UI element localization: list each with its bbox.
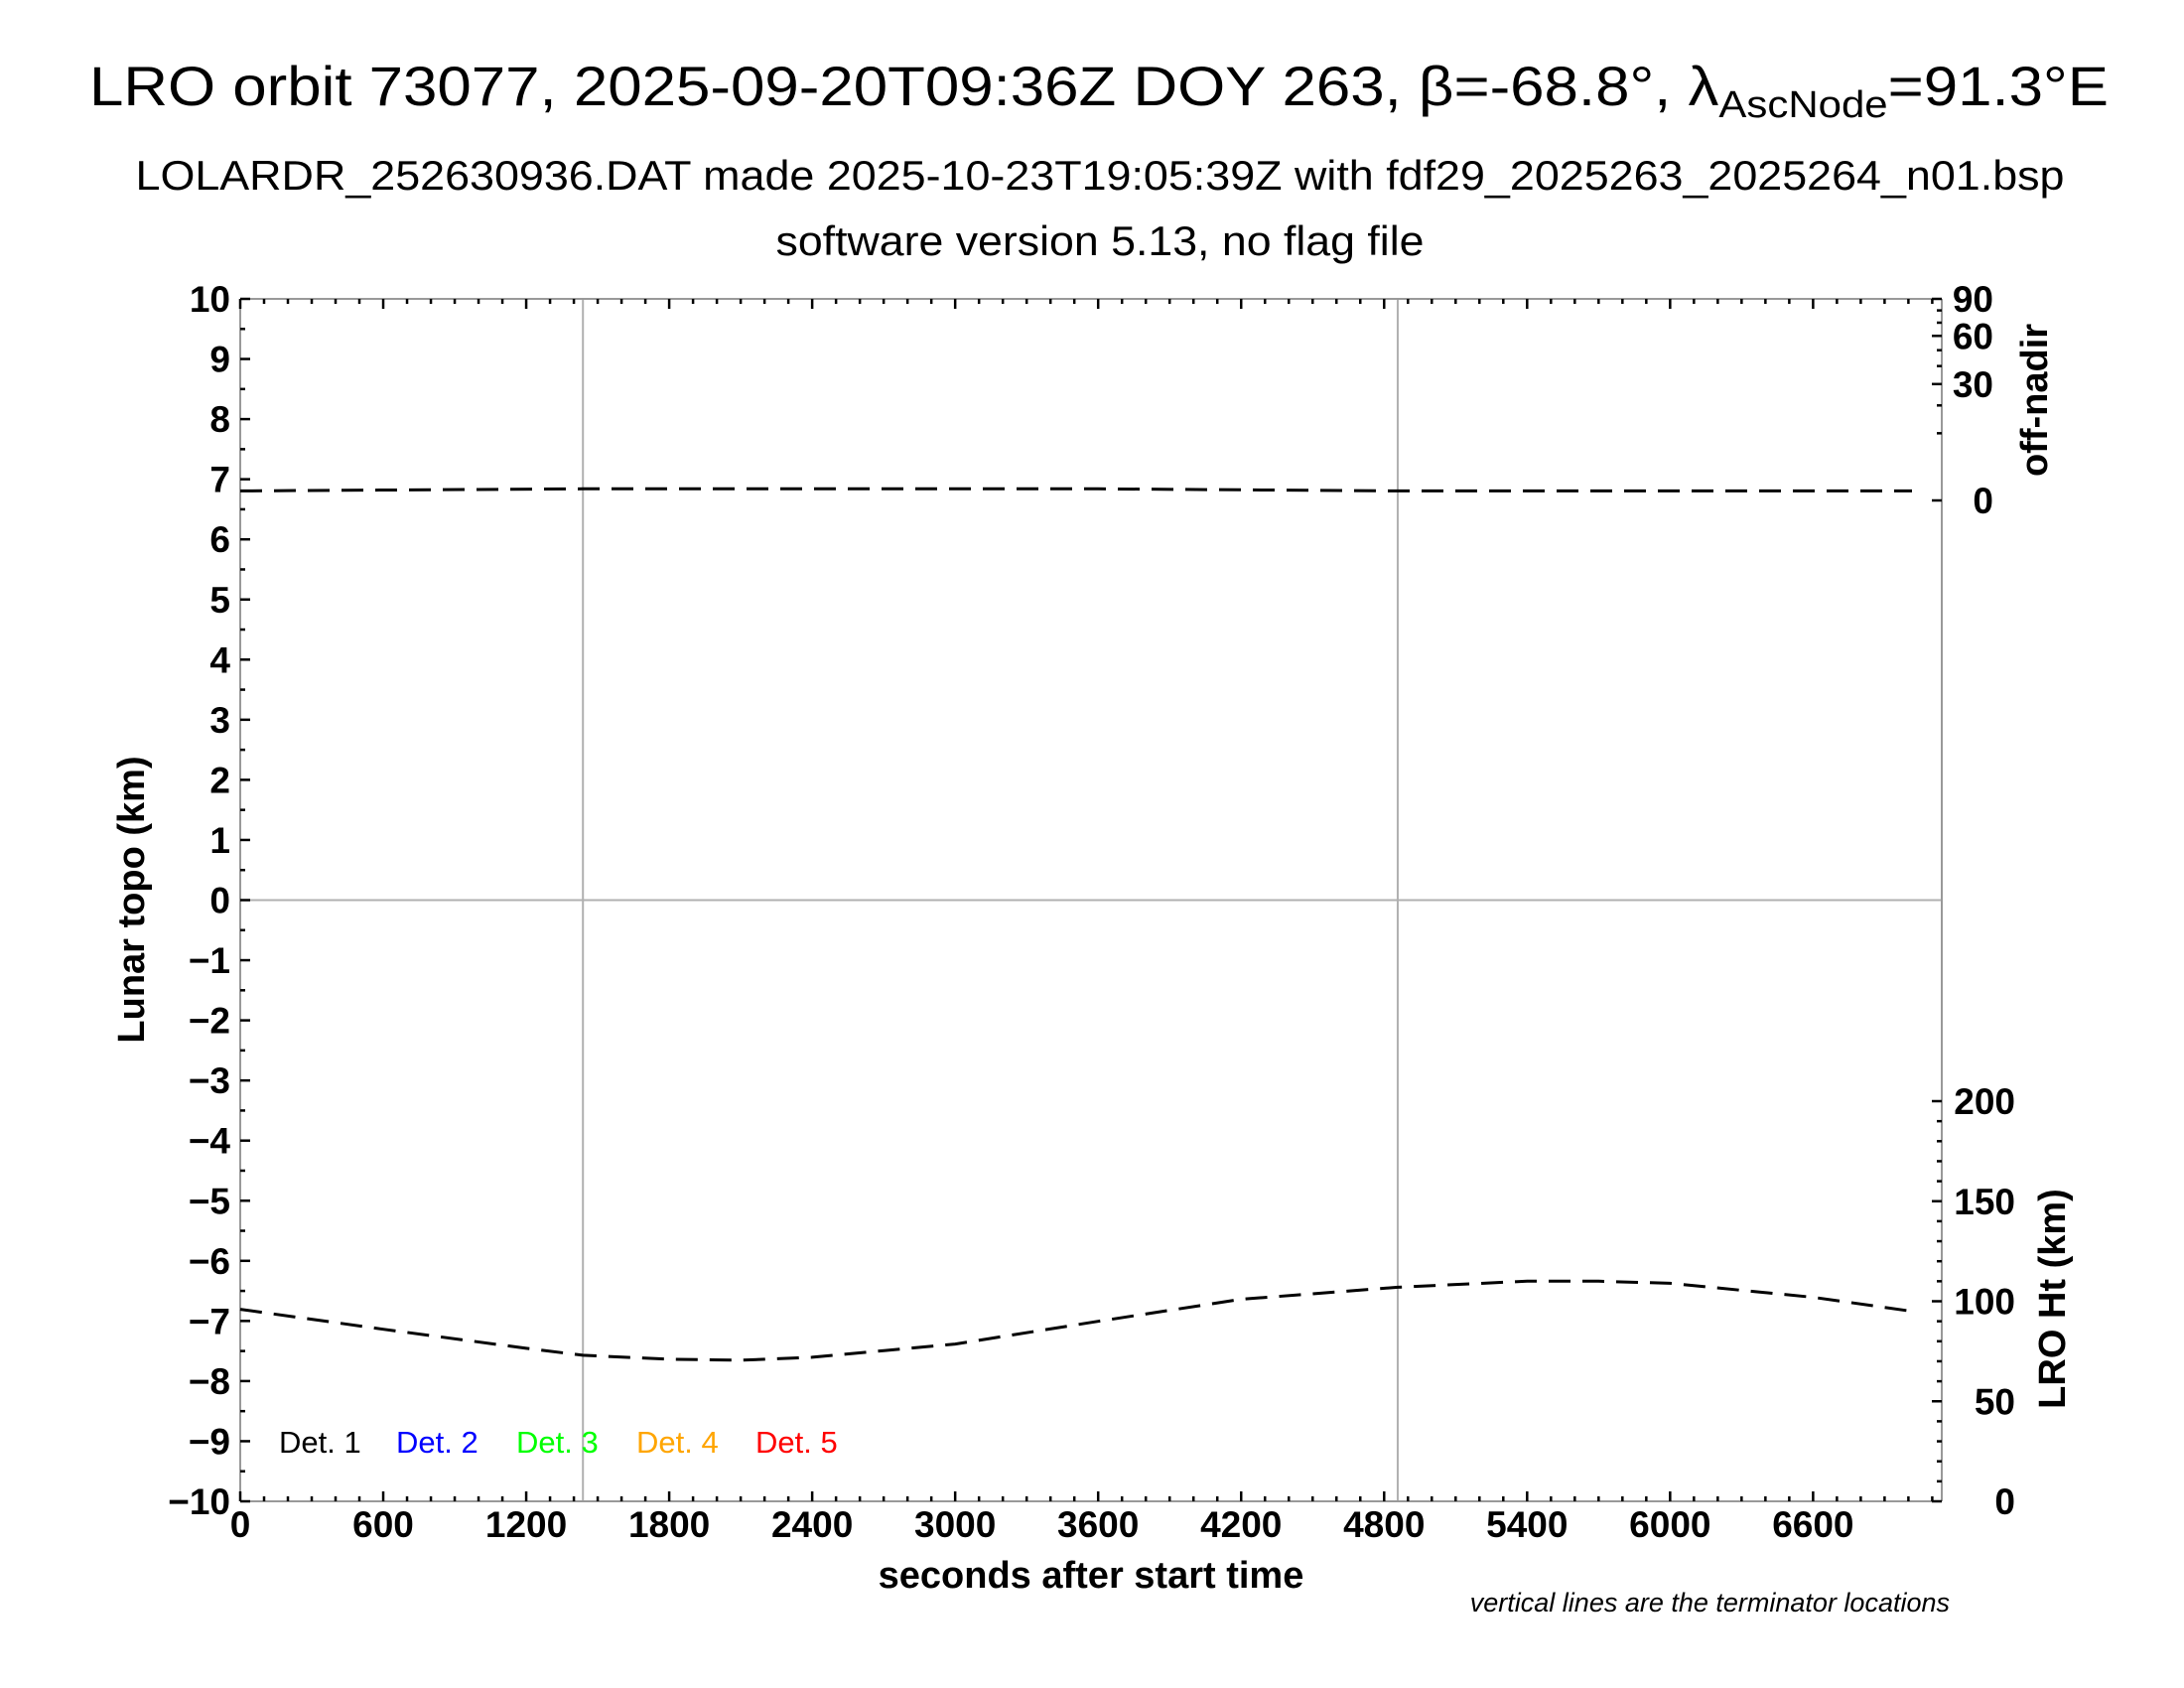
y-tick-label: 7 (209, 460, 230, 500)
y-tick-label: 6 (209, 519, 230, 560)
terminator-note: vertical lines are the terminator locati… (1470, 1588, 1950, 1618)
x-tick-label: 3000 (914, 1504, 996, 1545)
y-axis-label: Lunar topo (km) (111, 756, 153, 1043)
y-tick-label: 4 (209, 639, 230, 680)
off-nadir-tick-label: 0 (1973, 481, 1993, 521)
off-nadir-tick-label: 60 (1953, 316, 1993, 356)
y-tick-label: −10 (168, 1481, 230, 1522)
chart-subtitle-2: software version 5.13, no flag file (776, 217, 1425, 264)
x-axis-label: seconds after start time (879, 1555, 1304, 1597)
height-tick-label: 0 (1994, 1481, 2015, 1522)
legend-entry: Det. 4 (636, 1425, 719, 1460)
x-tick-label: 0 (230, 1504, 251, 1545)
height-tick-label: 100 (1954, 1282, 2015, 1323)
off-nadir-tick-label: 90 (1953, 279, 1993, 320)
y-tick-label: 9 (209, 340, 230, 380)
y-tick-label: −9 (189, 1421, 230, 1462)
chart-title: LRO orbit 73077, 2025-09-20T09:36Z DOY 2… (89, 55, 2109, 126)
y-tick-label: −7 (189, 1301, 230, 1341)
x-tick-label: 600 (352, 1504, 414, 1545)
lro-height-series (239, 1279, 1913, 1362)
y-tick-label: −6 (189, 1241, 230, 1282)
chart-subtitle: LOLARDR_252630936.DAT made 2025-10-23T19… (136, 152, 2065, 199)
y-tick-label: 5 (209, 580, 230, 621)
y-tick-label: 2 (209, 760, 230, 800)
off-nadir-series (239, 487, 1912, 492)
off-nadir-axis-label: off-nadir (2014, 324, 2056, 477)
y-tick-label: −5 (189, 1181, 230, 1221)
x-tick-label: 4800 (1343, 1504, 1425, 1545)
y-tick-label: −4 (189, 1121, 231, 1162)
height-tick-label: 200 (1954, 1081, 2015, 1122)
height-tick-label: 150 (1954, 1182, 2015, 1222)
legend-entry: Det. 1 (279, 1425, 361, 1460)
x-tick-label: 6000 (1629, 1504, 1710, 1545)
legend-entry: Det. 2 (396, 1425, 478, 1460)
height-axis-label: LRO Ht (km) (2032, 1189, 2074, 1409)
off-nadir-tick-label: 30 (1953, 364, 1993, 405)
x-tick-label: 1800 (628, 1504, 710, 1545)
x-tick-label: 1200 (485, 1504, 567, 1545)
x-tick-label: 4200 (1200, 1504, 1282, 1545)
plot-area: 0 600 1200 1800 2400 3000 3600 4200 4800 5400 6000… (168, 279, 2015, 1545)
y-tick-label: −8 (189, 1361, 230, 1402)
y-tick-label: −2 (189, 1001, 230, 1042)
y-tick-label: 3 (209, 700, 230, 741)
y-tick-label: −3 (189, 1060, 230, 1101)
x-tick-label: 2400 (771, 1504, 853, 1545)
y-tick-label: 1 (209, 820, 230, 861)
legend-entry: Det. 5 (755, 1425, 838, 1460)
y-tick-label: 10 (190, 279, 230, 320)
y-tick-label: 0 (209, 881, 230, 921)
y-tick-label: 8 (209, 399, 230, 440)
x-tick-label: 6600 (1772, 1504, 1853, 1545)
y-tick-label: −1 (189, 940, 230, 981)
x-tick-label: 5400 (1486, 1504, 1568, 1545)
legend-entry: Det. 3 (516, 1425, 599, 1460)
x-tick-label: 3600 (1057, 1504, 1139, 1545)
height-tick-label: 50 (1975, 1381, 2015, 1422)
